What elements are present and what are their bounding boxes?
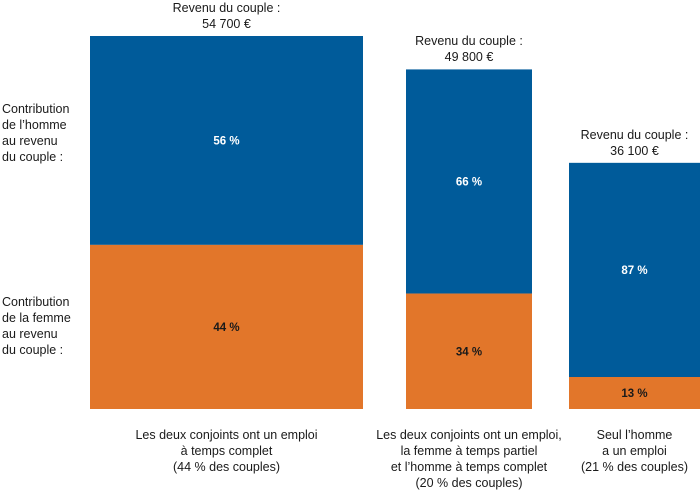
total-label-1: Revenu du couple : 54 700 € [173, 0, 281, 32]
total-title-3: Revenu du couple : [580, 127, 689, 142]
total-title-1: Revenu du couple : [172, 1, 281, 15]
bar-homme-3 [569, 162, 700, 377]
category-label-2-line-3: et l’homme à temps complet [390, 460, 548, 474]
value-label-homme-2: 66 % [456, 176, 482, 188]
category-label-3-line-1: Seul l’homme [596, 428, 673, 442]
value-label-homme-3: 87 % [621, 265, 647, 277]
category-label-2: Les deux conjoints ont un emploi, la femm… [376, 427, 562, 491]
side-label-homme-line-3: au revenu [2, 134, 58, 148]
category-label-3-line-3: (21 % des couples) [580, 460, 689, 474]
bar-femme-2 [406, 293, 532, 409]
value-label-homme-1: 56 % [213, 135, 239, 147]
total-label-2: Revenu du couple :49 800 € [415, 33, 523, 65]
category-label-2-line-1: Les deux conjoints ont un emploi, [376, 428, 562, 442]
category-label-2-line-2: la femme à temps partiel [400, 444, 538, 458]
total-label-3: Revenu du couple :36 100 € [581, 127, 689, 159]
category-label-3: Seul l’homme a un emploi (21 % des couples… [581, 427, 688, 475]
total-value-2: 49 800 € [444, 50, 494, 65]
side-label-femme-line-4: du couple : [2, 343, 64, 357]
value-label-femme-3: 13 % [621, 388, 647, 400]
category-label-1-line-3: (44 % des couples) [172, 460, 280, 474]
side-label-homme-line-2: de l’homme [2, 118, 67, 132]
side-label-homme: Contribution de l’homme au revenu du cou… [2, 101, 86, 165]
category-label-2-line-4: (20 % des couples) [415, 476, 523, 490]
side-label-femme-line-3: au revenu [2, 327, 58, 341]
total-value-1: 54 700 € [202, 17, 251, 31]
side-label-homme-line-1: Contribution [2, 102, 70, 116]
value-label-femme-1: 44 % [213, 322, 239, 334]
side-label-femme: Contribution de la femme au revenu du co… [2, 294, 86, 358]
category-label-1-line-2: à temps complet [180, 444, 273, 458]
category-label-1-line-1: Les deux conjoints ont un emploi [135, 428, 318, 442]
side-label-femme-line-2: de la femme [2, 311, 71, 325]
total-value-3: 36 100 € [610, 143, 659, 158]
category-label-3-line-2: a un emploi [602, 444, 667, 458]
bar-homme-2 [406, 69, 532, 294]
side-label-homme-line-4: du couple : [2, 150, 64, 164]
side-label-femme-line-1: Contribution [2, 295, 70, 309]
category-label-1: Les deux conjoints ont un emploi à temps … [135, 427, 317, 475]
total-title-2: Revenu du couple : [415, 34, 523, 49]
value-label-femme-2: 34 % [456, 346, 482, 358]
bar-homme-1 [90, 36, 363, 245]
bar-femme-3 [569, 376, 700, 409]
bar-femme-1 [90, 244, 363, 409]
